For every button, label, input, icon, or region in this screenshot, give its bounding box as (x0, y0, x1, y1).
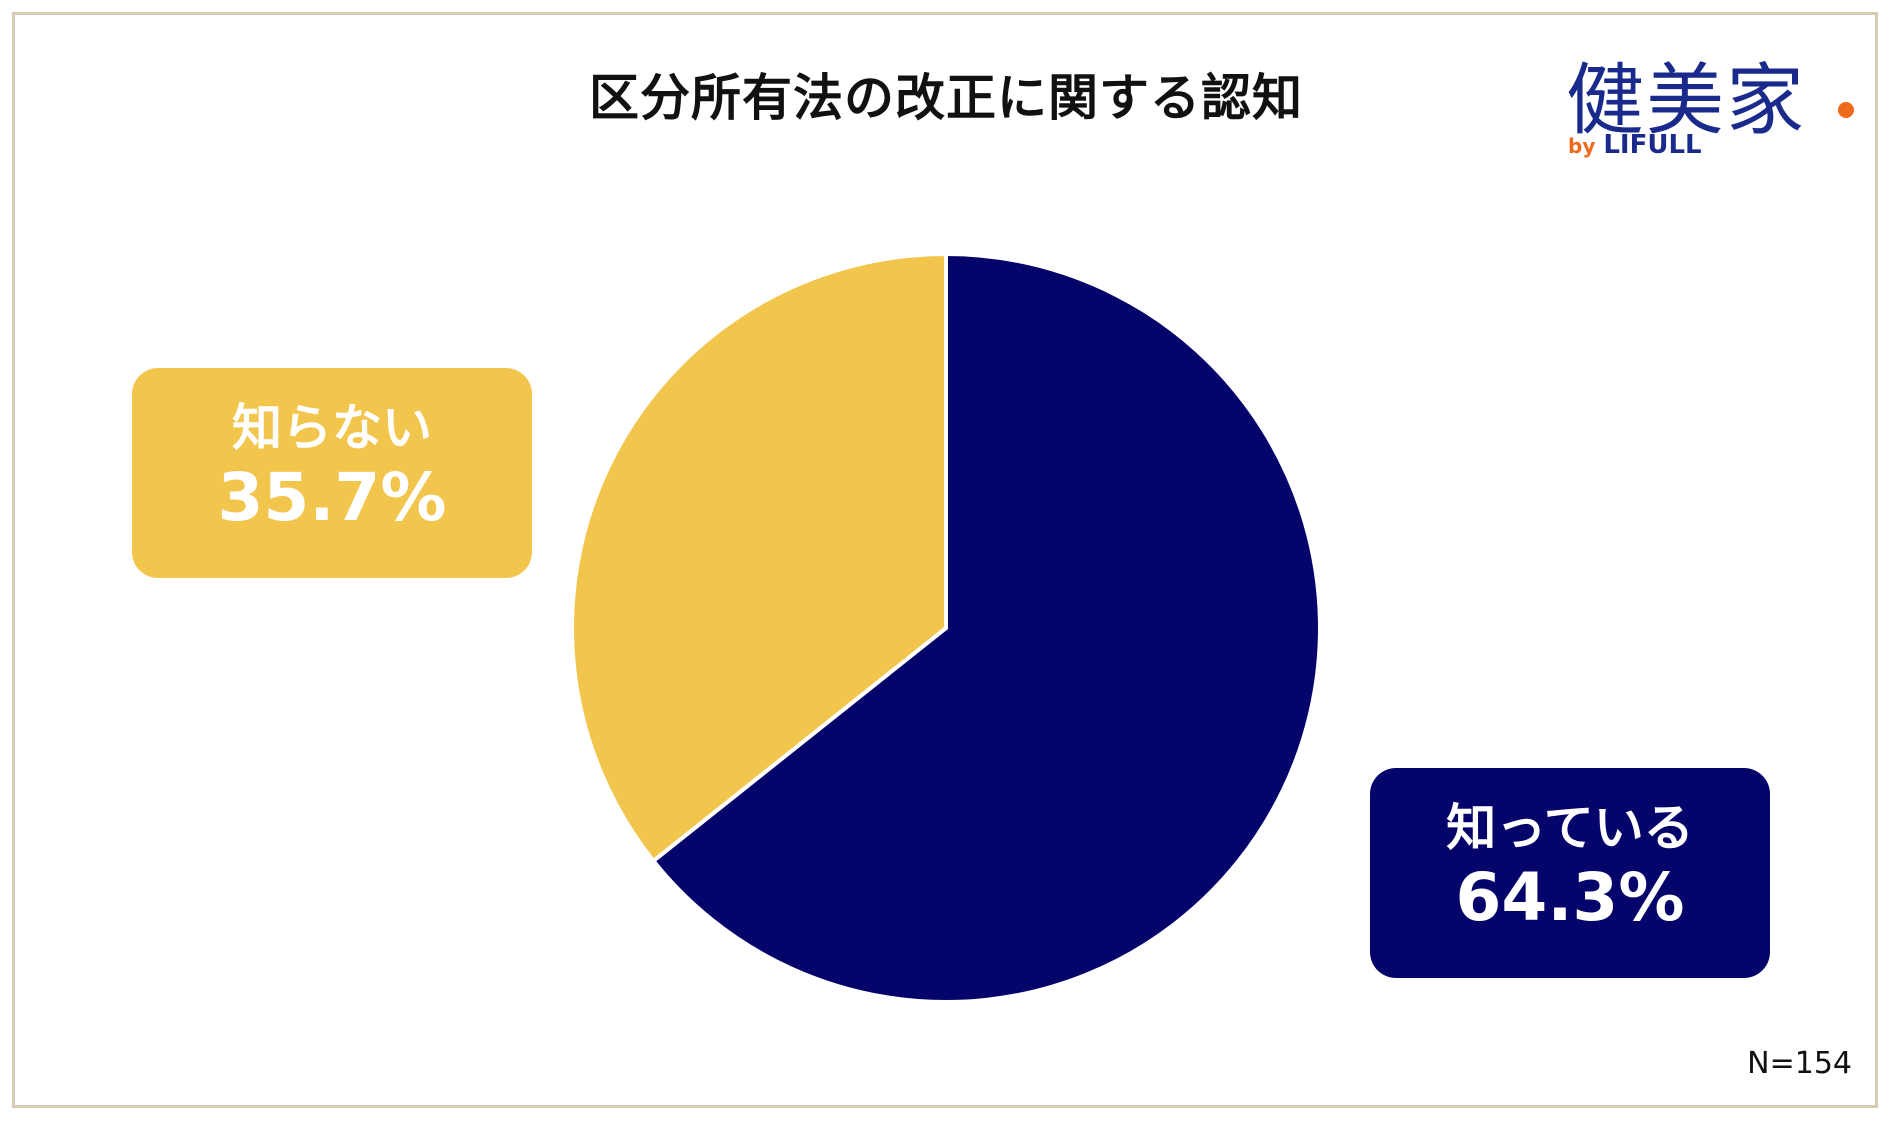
slice-label-unknown: 知らない (232, 399, 432, 457)
logo-wordmark: 健美家 (1566, 56, 1807, 146)
sample-size-note: N=154 (1747, 1046, 1852, 1081)
logo-lifull-text: LIFULL (1603, 130, 1702, 160)
chart-title: 区分所有法の改正に関する認知 (589, 69, 1303, 127)
logo-by-text: by (1568, 134, 1596, 158)
pie-slice-known (651, 252, 1322, 1004)
slice-label-known: 知っている (1446, 799, 1694, 857)
logo-subtitle: by LIFULL (1568, 130, 1702, 160)
slice-value-unknown: 35.7% (217, 459, 447, 536)
pie-slice-unknown (570, 252, 948, 863)
logo-dot-icon (1838, 102, 1854, 118)
callout-unknown: 知らない 35.7% (132, 368, 532, 578)
slice-value-known: 64.3% (1455, 859, 1685, 936)
brand-logo: 健美家 by LIFULL (1560, 38, 1860, 160)
callout-known: 知っている 64.3% (1370, 768, 1770, 978)
